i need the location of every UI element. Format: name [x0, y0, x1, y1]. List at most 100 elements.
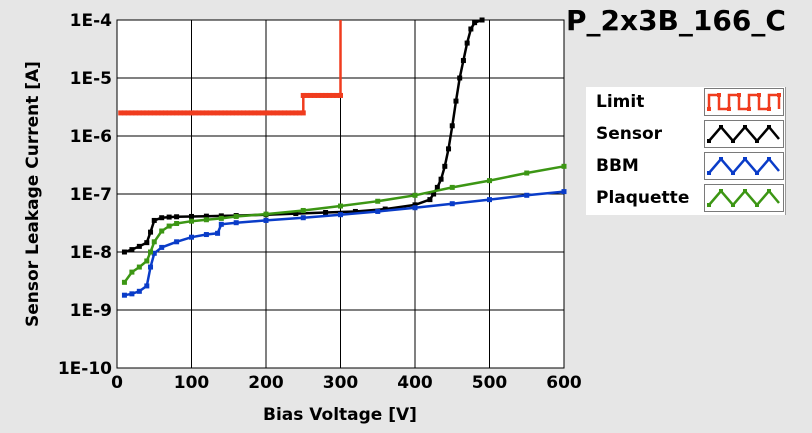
- data-point-limit: [278, 110, 284, 116]
- data-point-plaquette: [338, 203, 343, 209]
- data-point-bbm: [338, 212, 343, 218]
- data-point-limit: [174, 110, 180, 116]
- data-point-limit: [233, 110, 239, 116]
- data-point-plaquette: [218, 215, 224, 221]
- data-point-bbm: [449, 201, 455, 207]
- tick-labels: 0 100 200 300 400 500 600 1E-10 1E-9 1E-8 1E-7 1E-6…: [58, 11, 582, 393]
- data-point-limit: [300, 110, 306, 116]
- y-tick-label: 1E-9: [70, 301, 112, 321]
- data-point-limit: [148, 110, 154, 116]
- data-point-limit: [159, 110, 165, 116]
- data-point-plaquette: [412, 192, 418, 198]
- data-point-limit: [207, 110, 213, 116]
- data-point-sensor: [479, 17, 485, 23]
- x-tick-label: 100: [174, 373, 210, 393]
- data-point-plaquette: [233, 213, 239, 219]
- data-point-limit: [330, 92, 336, 98]
- data-point-sensor: [151, 217, 157, 223]
- data-point-bbm: [487, 197, 492, 203]
- data-point-limit: [282, 110, 288, 116]
- data-point-sensor: [460, 58, 466, 64]
- data-point-bbm: [136, 288, 142, 294]
- data-point-limit: [252, 110, 258, 116]
- data-point-limit: [259, 110, 265, 116]
- data-point-limit: [185, 110, 191, 116]
- series-plaquette: [121, 163, 567, 285]
- data-point-sensor: [446, 146, 452, 152]
- y-tick-label: 1E-7: [70, 185, 112, 205]
- legend: Limit Sensor BBM Plaquette: [586, 87, 786, 215]
- data-point-sensor: [427, 197, 433, 203]
- legend-item-limit: Limit: [586, 87, 785, 119]
- data-point-bbm: [148, 264, 154, 270]
- data-point-bbm: [263, 217, 269, 223]
- data-point-limit: [229, 110, 235, 116]
- data-point-sensor: [434, 184, 440, 190]
- data-point-plaquette: [136, 264, 142, 270]
- data-point-bbm: [159, 244, 165, 250]
- data-point-limit: [121, 110, 127, 116]
- y-tick-label: 1E-8: [70, 243, 112, 263]
- data-point-plaquette: [203, 217, 209, 223]
- data-point-bbm: [215, 230, 221, 236]
- data-point-limit: [125, 110, 131, 116]
- data-point-limit: [189, 110, 194, 116]
- data-point-limit: [181, 110, 187, 116]
- data-point-bbm: [412, 205, 418, 211]
- data-point-limit: [248, 110, 254, 116]
- data-point-bbm: [203, 232, 209, 238]
- data-point-sensor: [323, 209, 329, 215]
- legend-item-bbm: BBM: [586, 151, 785, 183]
- x-tick-label: 500: [472, 373, 508, 393]
- data-point-limit: [218, 110, 224, 116]
- data-point-limit: [215, 110, 221, 116]
- data-point-bbm: [524, 192, 530, 198]
- series-line-bbm: [124, 190, 565, 297]
- x-tick-label: 600: [546, 373, 582, 393]
- data-point-sensor: [203, 213, 209, 219]
- data-point-sensor: [457, 75, 463, 81]
- data-point-limit: [319, 92, 325, 98]
- data-point-sensor: [442, 163, 448, 169]
- data-point-bbm: [129, 291, 135, 297]
- data-point-limit: [140, 110, 146, 116]
- data-point-limit: [162, 110, 168, 116]
- data-point-sensor: [189, 213, 194, 219]
- data-point-sensor: [148, 229, 154, 235]
- data-point-limit: [226, 110, 232, 116]
- data-point-plaquette: [524, 170, 530, 176]
- data-point-limit: [129, 110, 135, 116]
- legend-label: Sensor: [596, 124, 663, 144]
- data-point-plaquette: [159, 228, 165, 234]
- data-point-sensor: [449, 123, 455, 129]
- data-point-limit: [263, 110, 269, 116]
- data-point-limit: [326, 92, 332, 98]
- data-point-limit: [267, 110, 273, 116]
- data-point-limit: [151, 110, 157, 116]
- x-tick-label: 400: [397, 373, 433, 393]
- data-point-limit: [297, 110, 303, 116]
- data-point-sensor: [129, 247, 135, 253]
- x-tick-label: 0: [111, 373, 123, 393]
- data-point-plaquette: [561, 163, 567, 169]
- data-point-limit: [293, 110, 299, 116]
- series-layer: [118, 17, 567, 298]
- data-point-plaquette: [174, 221, 180, 227]
- data-point-limit: [133, 110, 139, 116]
- data-point-limit: [285, 110, 291, 116]
- data-point-sensor: [438, 176, 444, 182]
- data-point-sensor: [144, 240, 150, 246]
- data-point-sensor: [431, 191, 437, 197]
- data-point-limit: [256, 110, 262, 116]
- data-point-limit: [274, 110, 280, 116]
- data-point-limit: [155, 110, 161, 116]
- data-point-limit: [237, 110, 243, 116]
- data-point-plaquette: [487, 178, 492, 184]
- data-point-limit: [166, 110, 172, 116]
- legend-swatch-bbm: [704, 152, 784, 180]
- data-point-limit: [211, 110, 217, 116]
- data-point-limit: [203, 110, 209, 116]
- data-point-plaquette: [300, 207, 306, 213]
- y-tick-label: 1E-4: [70, 11, 112, 31]
